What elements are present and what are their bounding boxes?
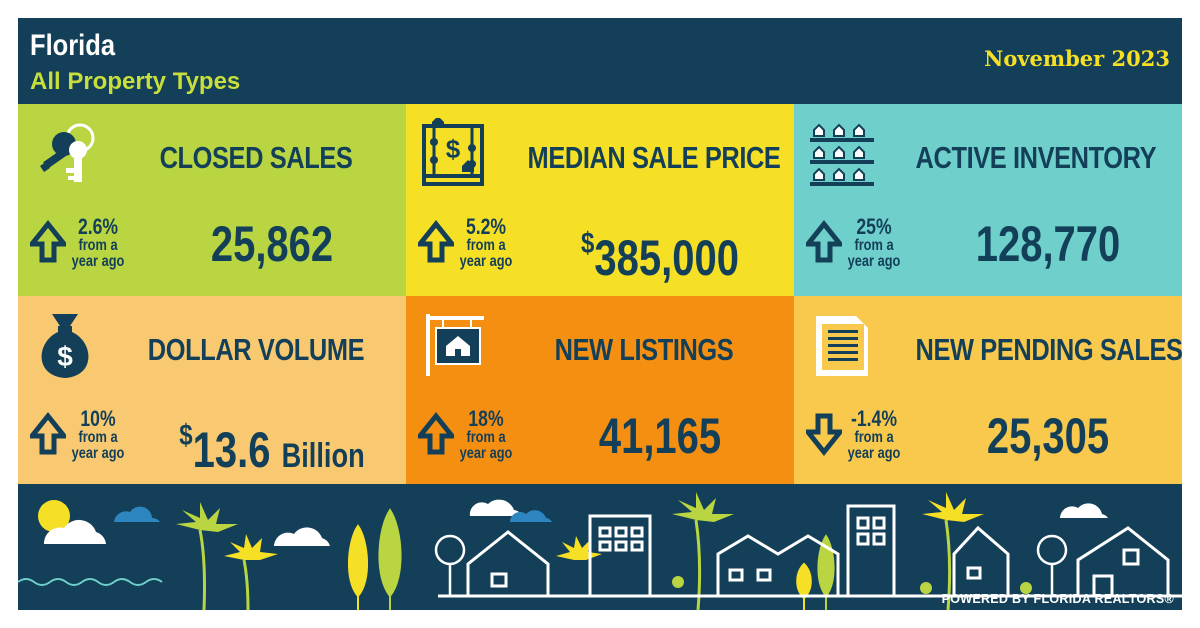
powered-by-credit: POWERED BY FLORIDA REALTORS® [941, 592, 1174, 606]
infographic-card: Florida All Property Types November 2023… [18, 18, 1182, 610]
metric-label: MEDIAN SALE PRICE [527, 140, 781, 175]
document-icon [816, 316, 868, 376]
metric-value: 41,165 [561, 408, 759, 464]
metric-label: ACTIVE INVENTORY [915, 140, 1157, 175]
houses-outline [438, 504, 1182, 598]
metric-value: $385,000 [561, 216, 759, 286]
region-title: Florida [30, 29, 116, 62]
change-caption-line1: from a [78, 429, 118, 446]
metric-label: DOLLAR VOLUME [147, 332, 365, 367]
metric-value: $13.6 Billion [173, 408, 371, 484]
arrow-up-icon [418, 220, 454, 263]
arrow-up-icon [30, 412, 66, 455]
metric-label: CLOSED SALES [159, 140, 353, 175]
metric-tile-active-inventory: ACTIVE INVENTORY 25% from a year ago 128… [794, 104, 1182, 296]
metric-value: 25,305 [949, 408, 1147, 464]
metric-tile-new-pending-sales: NEW PENDING SALES -1.4% from a year ago … [794, 296, 1182, 484]
metric-label: NEW LISTINGS [554, 332, 734, 367]
florida-skyline-illustration [18, 492, 1182, 610]
change-caption-line1: from a [466, 429, 506, 446]
keys-icon [40, 123, 95, 182]
change-caption-line1: from a [78, 237, 118, 254]
arrow-up-icon [30, 220, 66, 263]
metric-value: 128,770 [949, 216, 1147, 272]
change-caption-line1: from a [854, 237, 894, 254]
cypress-trees [347, 508, 835, 610]
abacus-icon: $ [422, 118, 484, 186]
arrow-up-icon [806, 220, 842, 263]
change-text: -1.4% from a year ago [846, 408, 902, 462]
metric-number: 13.6 [192, 422, 271, 478]
change-caption-line2: year ago [71, 445, 125, 462]
arrow-up-icon [418, 412, 454, 455]
change-text: 10% from a year ago [70, 408, 126, 462]
houses-grid-icon [810, 123, 874, 186]
svg-text:$: $ [57, 341, 73, 372]
arrow-down-icon [806, 413, 842, 456]
sun-and-clouds [38, 499, 1108, 546]
change-percent: 10% [80, 406, 116, 431]
metric-number: 25,305 [986, 408, 1110, 464]
change-text: 18% from a year ago [458, 408, 514, 462]
metric-unit: Billion [281, 437, 365, 475]
currency-symbol: $ [581, 227, 595, 260]
change-caption-line1: from a [854, 429, 894, 446]
change-text: 2.6% from a year ago [70, 216, 126, 270]
money-bag-icon: $ [41, 314, 89, 378]
metric-tile-median-sale-price: $ MEDIAN SALE PRICE 5.2% from a year ago… [406, 104, 794, 296]
change-percent: 18% [468, 406, 504, 431]
change-percent: 5.2% [465, 214, 507, 239]
change-caption-line1: from a [466, 237, 506, 254]
change-percent: 25% [856, 214, 892, 239]
currency-symbol: $ [179, 419, 193, 452]
metric-label: NEW PENDING SALES [915, 332, 1182, 367]
metric-number: 128,770 [975, 216, 1121, 272]
metric-number: 25,862 [210, 216, 334, 272]
metric-tile-new-listings: NEW LISTINGS 18% from a year ago 41,165 [406, 296, 794, 484]
for-sale-sign-icon [426, 314, 484, 376]
change-text: 5.2% from a year ago [458, 216, 514, 270]
change-text: 25% from a year ago [846, 216, 902, 270]
change-percent: 2.6% [77, 214, 119, 239]
change-caption-line2: year ago [459, 445, 513, 462]
property-type-subtitle: All Property Types [30, 68, 241, 95]
change-caption-line2: year ago [71, 253, 125, 270]
metric-number: 41,165 [598, 408, 722, 464]
change-caption-line2: year ago [847, 445, 901, 462]
metric-number: 385,000 [594, 230, 739, 286]
metric-value: 25,862 [173, 216, 371, 272]
report-period: November 2023 [984, 46, 1170, 71]
change-caption-line2: year ago [847, 253, 901, 270]
metric-tile-closed-sales: CLOSED SALES 2.6% from a year ago 25,862 [18, 104, 406, 296]
round-trees [434, 534, 1068, 596]
change-caption-line2: year ago [459, 253, 513, 270]
svg-text:$: $ [446, 134, 461, 164]
change-percent: -1.4% [851, 406, 897, 431]
palm-trees [198, 519, 952, 610]
metric-tile-dollar-volume: $ DOLLAR VOLUME 10% from a year ago $13.… [18, 296, 406, 484]
